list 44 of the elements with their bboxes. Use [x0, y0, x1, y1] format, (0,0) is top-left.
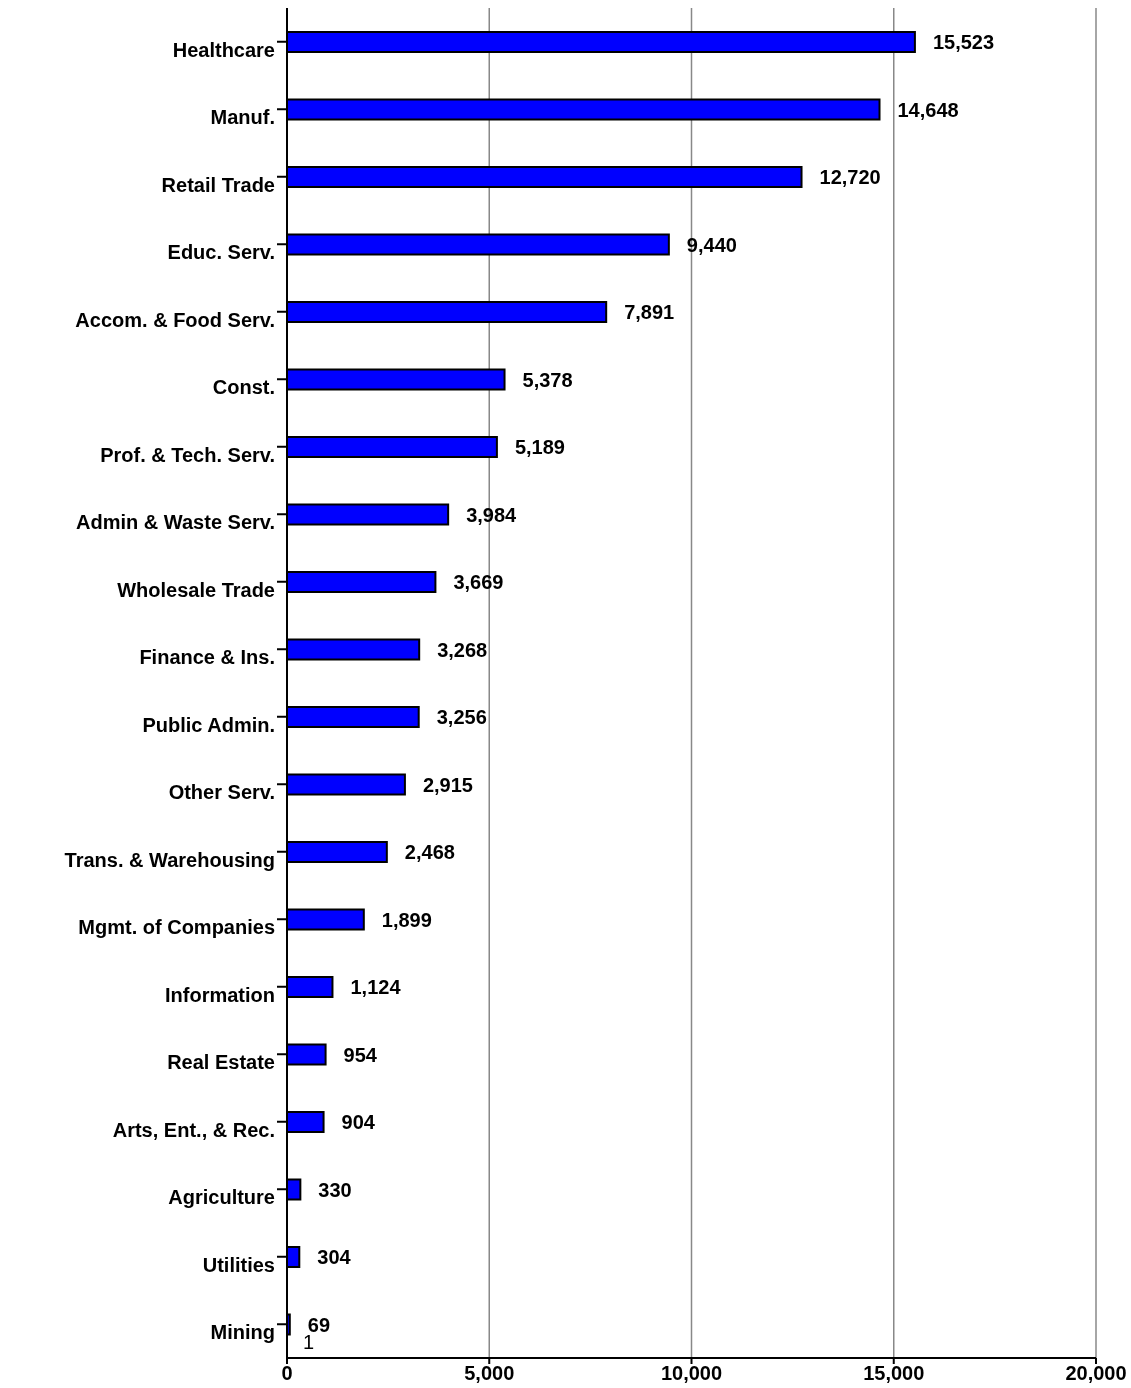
- y-tick-label: Educ. Serv.: [167, 241, 275, 264]
- data-label: 15,523: [932, 31, 995, 54]
- data-label: 330: [318, 1178, 352, 1201]
- y-tick-label: Wholesale Trade: [117, 578, 275, 601]
- y-tick-label: Retail Trade: [161, 173, 275, 196]
- y-tick-label: Other Serv.: [168, 781, 275, 804]
- data-label: 12,720: [819, 166, 881, 189]
- y-tick-label: Real Estate: [167, 1051, 275, 1074]
- data-label: 3,268: [437, 638, 488, 661]
- y-tick-label: Accom. & Food Serv.: [75, 308, 275, 331]
- y-tick-label: Healthcare: [172, 38, 275, 61]
- y-tick-label: Arts, Ent., & Rec.: [112, 1118, 275, 1141]
- data-label: 5,378: [522, 368, 573, 391]
- y-tick-label: Agriculture: [168, 1186, 275, 1209]
- data-label: 2,468: [404, 841, 455, 864]
- x-tick-label: 10,000: [660, 1362, 723, 1385]
- data-label: 904: [341, 1111, 376, 1134]
- data-label: 304: [317, 1246, 352, 1269]
- y-tick-label: Manuf.: [210, 106, 275, 129]
- data-label: 9,440: [686, 233, 737, 256]
- x-tick-label: 20,000: [1065, 1362, 1127, 1385]
- y-tick-label: Mgmt. of Companies: [78, 916, 275, 939]
- y-tick-label: Admin & Waste Serv.: [76, 511, 275, 534]
- data-label: 954: [343, 1043, 378, 1066]
- y-tick-label: Public Admin.: [142, 713, 275, 736]
- data-label: 3,984: [466, 503, 518, 526]
- data-label: 14,648: [897, 98, 959, 121]
- data-label: 2,915: [422, 773, 473, 796]
- data-label: 3,256: [436, 706, 487, 729]
- data-label: 5,189: [514, 436, 565, 459]
- y-tick-label: Finance & Ins.: [139, 646, 275, 669]
- y-tick-label: Mining: [210, 1321, 275, 1344]
- y-tick-label: Utilities: [202, 1253, 275, 1276]
- x-tick-label: 0: [281, 1362, 293, 1385]
- x-tick-label: 5,000: [464, 1362, 515, 1385]
- x-tick-label: 15,000: [863, 1362, 925, 1385]
- y-tick-label: Information: [165, 983, 275, 1006]
- y-tick-label: Const.: [212, 376, 275, 399]
- y-tick-label: Prof. & Tech. Serv.: [100, 443, 275, 466]
- data-label: 1,124: [350, 976, 402, 999]
- data-label: 3,669: [453, 571, 504, 594]
- data-label: 7,891: [624, 301, 675, 324]
- data-label: 1,899: [381, 908, 432, 931]
- y-tick-label: Trans. & Warehousing: [64, 848, 275, 871]
